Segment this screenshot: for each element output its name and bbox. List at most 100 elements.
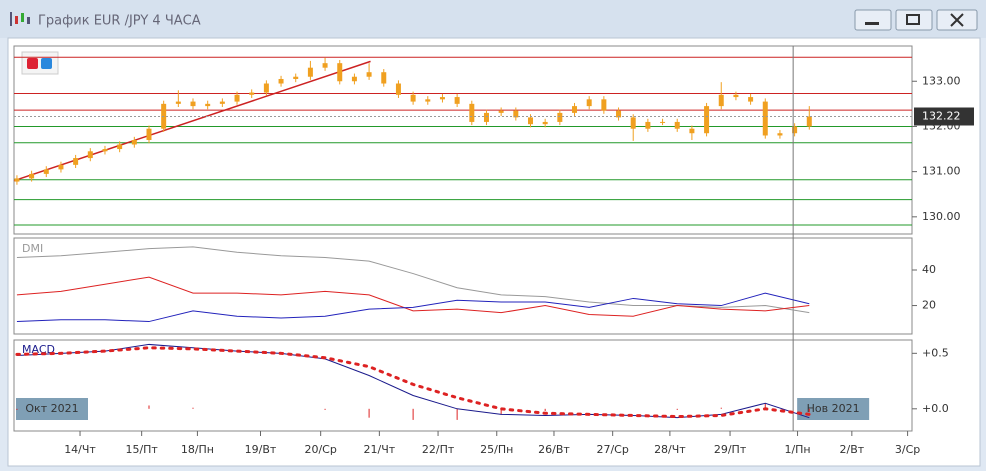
candle-body	[337, 63, 343, 82]
blue-swatch	[41, 58, 52, 69]
candle-body	[689, 128, 695, 134]
x-tick-label: 22/Пт	[422, 443, 455, 456]
x-tick-label: 1/Пн	[784, 443, 810, 456]
candle-body	[205, 103, 211, 107]
period-tag	[16, 398, 88, 420]
maximize-button[interactable]	[895, 9, 933, 31]
candle-body	[58, 164, 64, 170]
candle-body	[263, 83, 269, 93]
x-tick-label: 19/Вт	[245, 443, 277, 456]
candle-body	[307, 67, 313, 77]
candle-body	[439, 97, 445, 100]
candle-body	[219, 101, 225, 104]
x-tick-label: 18/Пн	[181, 443, 214, 456]
candle-body	[102, 149, 108, 152]
app-icon	[10, 12, 30, 26]
x-tick-label: 26/Вт	[538, 443, 570, 456]
candle-body	[660, 121, 666, 123]
signal-line	[15, 346, 811, 419]
candle-body	[498, 110, 504, 113]
candle-body	[278, 78, 284, 84]
candle-body	[175, 101, 181, 104]
y-tick-label: +0.0	[922, 402, 949, 415]
title-bar	[0, 0, 986, 38]
x-tick-label: 25/Пн	[480, 443, 513, 456]
macd-line	[16, 343, 810, 419]
period-tag	[797, 398, 870, 420]
candle-body	[777, 133, 783, 136]
x-tick-label: 3/Ср	[895, 443, 920, 456]
dmi-line	[16, 276, 810, 317]
x-tick-label: 14/Чт	[64, 443, 96, 456]
x-tick-label: 20/Ср	[304, 443, 336, 456]
candle-body	[381, 72, 387, 84]
dmi-panel	[13, 237, 913, 335]
panel-title: MACD	[22, 343, 55, 356]
x-tick-label: 28/Чт	[654, 443, 686, 456]
candle-body	[351, 76, 357, 82]
candle-body	[190, 101, 196, 107]
candle-body	[366, 72, 372, 77]
maximize-icon	[906, 14, 920, 25]
candle-body	[146, 128, 152, 140]
candle-body	[293, 76, 299, 79]
window-title: График EUR /JPY 4 ЧАСА	[38, 14, 201, 29]
x-tick-label: 21/Чт	[364, 443, 396, 456]
candle-body	[249, 92, 255, 95]
candle-body	[586, 99, 592, 107]
candle-body	[674, 121, 680, 129]
candle-body	[557, 112, 563, 122]
candle-body	[469, 103, 475, 122]
y-tick-label: 130.00	[922, 210, 961, 223]
candle-body	[454, 97, 460, 104]
candle-body	[527, 117, 533, 125]
candle-body	[483, 112, 489, 122]
candle-body	[616, 110, 622, 118]
candle-body	[704, 106, 710, 134]
candle-body	[762, 101, 768, 136]
y-tick-label: 40	[922, 263, 936, 276]
candle-body	[718, 94, 724, 107]
period-label: Окт 2021	[25, 402, 78, 415]
candle-body	[630, 117, 636, 129]
candle-body	[234, 94, 240, 102]
price-panel	[13, 45, 913, 235]
candle-body	[572, 106, 578, 113]
candle-body	[29, 173, 35, 179]
candle-body	[645, 121, 651, 129]
panel-title: DMI	[22, 242, 43, 255]
x-tick-label: 15/Пт	[125, 443, 158, 456]
current-price-tag	[914, 107, 974, 126]
candle-body	[542, 121, 548, 125]
close-icon	[950, 13, 964, 27]
y-tick-label: +0.5	[922, 346, 949, 359]
dmi-line	[16, 292, 810, 323]
candle-body	[131, 140, 137, 145]
x-tick-label: 29/Пт	[714, 443, 747, 456]
chart-area	[7, 37, 981, 467]
candle-body	[513, 110, 519, 118]
candle-body	[425, 99, 431, 102]
candle-body	[14, 178, 20, 182]
x-tick-label: 27/Ср	[596, 443, 628, 456]
macd-panel	[13, 339, 913, 432]
candle-body	[322, 63, 328, 68]
y-tick-label: 20	[922, 299, 936, 312]
minimize-icon	[865, 22, 879, 25]
candle-body	[733, 94, 739, 98]
candle-body	[748, 97, 754, 102]
minimize-button[interactable]	[854, 9, 892, 31]
candle-body	[806, 116, 812, 127]
candle-body	[410, 94, 416, 102]
candle-body	[395, 83, 401, 95]
x-tick-label: 2/Вт	[840, 443, 865, 456]
candle-body	[601, 99, 607, 111]
y-tick-label: 133.00	[922, 74, 961, 87]
candle-body	[87, 151, 93, 159]
period-label: Нов 2021	[807, 402, 860, 415]
candle-body	[73, 158, 79, 165]
current-price-label: 132.22	[922, 110, 961, 123]
candle-body	[43, 169, 49, 174]
